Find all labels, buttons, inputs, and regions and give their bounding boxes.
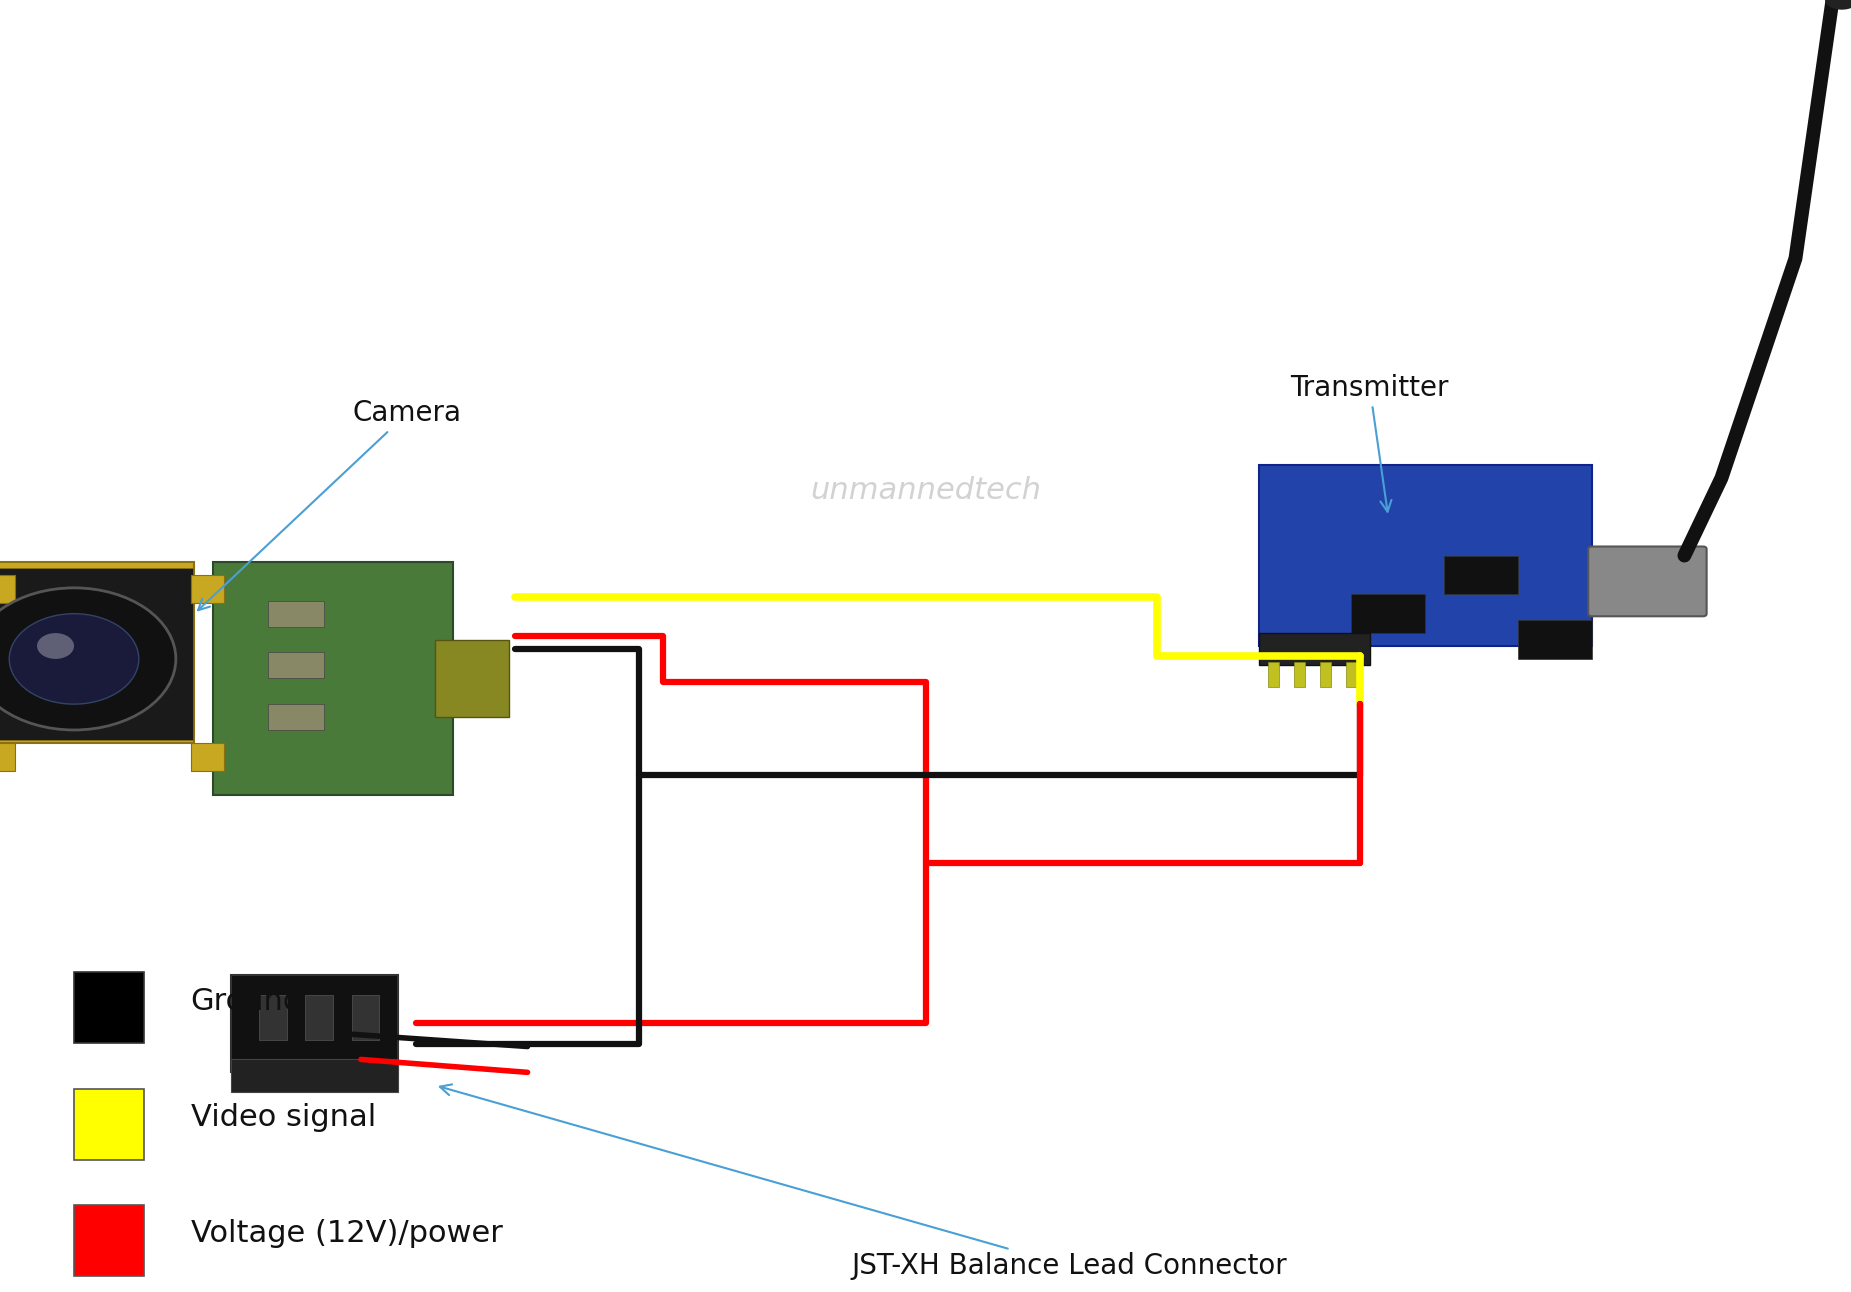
FancyBboxPatch shape	[231, 1059, 398, 1092]
FancyBboxPatch shape	[74, 1088, 144, 1160]
Bar	[1346, 662, 1357, 687]
Ellipse shape	[1825, 0, 1851, 10]
FancyBboxPatch shape	[74, 1204, 144, 1276]
Text: JST-XH Balance Lead Connector: JST-XH Balance Lead Connector	[441, 1084, 1286, 1280]
FancyBboxPatch shape	[0, 562, 194, 743]
Bar	[268, 601, 324, 627]
Bar	[0, 743, 15, 771]
Bar	[1268, 662, 1279, 687]
Bar	[259, 995, 287, 1040]
Bar	[268, 704, 324, 730]
Bar	[191, 575, 224, 603]
Bar	[1259, 633, 1370, 665]
FancyBboxPatch shape	[213, 562, 453, 795]
Text: Ground: Ground	[191, 987, 304, 1016]
Circle shape	[0, 588, 176, 730]
Text: Voltage (12V)/power: Voltage (12V)/power	[191, 1220, 502, 1248]
Bar	[1320, 662, 1331, 687]
Bar	[352, 995, 379, 1040]
Bar	[1518, 620, 1592, 659]
FancyBboxPatch shape	[435, 640, 509, 717]
Bar	[1294, 662, 1305, 687]
Bar	[1444, 556, 1518, 594]
FancyBboxPatch shape	[1588, 547, 1707, 616]
Circle shape	[9, 614, 139, 704]
Text: unmannedtech: unmannedtech	[811, 477, 1040, 505]
Bar	[305, 995, 333, 1040]
Bar	[0, 575, 15, 603]
Bar	[191, 743, 224, 771]
Text: Video signal: Video signal	[191, 1103, 376, 1132]
FancyBboxPatch shape	[0, 568, 193, 740]
Bar	[268, 652, 324, 678]
Text: Camera: Camera	[198, 399, 461, 610]
Bar	[1351, 594, 1425, 633]
FancyBboxPatch shape	[231, 975, 398, 1072]
FancyBboxPatch shape	[74, 973, 144, 1044]
Circle shape	[37, 633, 74, 659]
FancyBboxPatch shape	[1259, 465, 1592, 646]
Text: Transmitter: Transmitter	[1290, 373, 1449, 512]
